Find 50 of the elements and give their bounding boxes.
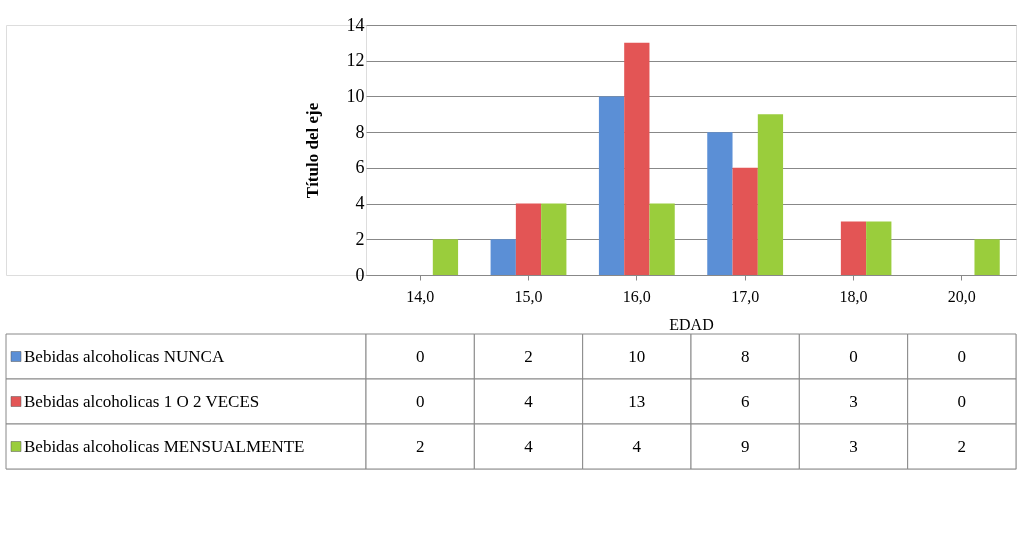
x-tick-label: 15,0 bbox=[514, 287, 543, 305]
data-label: 2 bbox=[957, 436, 967, 456]
y-tick-label: 10 bbox=[346, 85, 365, 106]
x-tick-label: 20,0 bbox=[947, 287, 976, 305]
bar bbox=[866, 221, 892, 275]
data-label: 0 bbox=[415, 346, 425, 366]
y-tick-label: 8 bbox=[355, 121, 365, 142]
legend-label: Bebidas alcoholicas MENSUALMENTE bbox=[24, 436, 305, 456]
bar bbox=[515, 203, 542, 275]
bar bbox=[598, 96, 625, 275]
legend-label: Bebidas alcoholicas NUNCA bbox=[24, 346, 225, 366]
data-label: 3 bbox=[849, 391, 858, 411]
x-tick-label: 17,0 bbox=[731, 287, 760, 305]
data-label: 0 bbox=[849, 346, 858, 366]
y-tick-label: 6 bbox=[355, 157, 365, 178]
x-tick-label: 18,0 bbox=[839, 287, 868, 305]
data-label: 2 bbox=[524, 346, 533, 366]
data-label: 10 bbox=[628, 346, 646, 366]
data-label: 2 bbox=[415, 436, 425, 456]
data-label: 0 bbox=[957, 391, 967, 411]
y-axis-title: Título del eje bbox=[302, 102, 322, 199]
bar bbox=[974, 239, 1000, 275]
data-label: 0 bbox=[957, 346, 967, 366]
data-label: 9 bbox=[740, 436, 750, 456]
x-tick-label: 16,0 bbox=[622, 287, 651, 305]
bar bbox=[432, 239, 459, 275]
data-label: 0 bbox=[415, 391, 425, 411]
x-axis-title: EDAD bbox=[669, 315, 714, 333]
data-label: 6 bbox=[740, 391, 750, 411]
y-tick-label: 14 bbox=[346, 14, 365, 35]
legend-label: Bebidas alcoholicas 1 O 2 VECES bbox=[24, 391, 260, 411]
data-label: 3 bbox=[849, 436, 858, 456]
y-tick-label: 12 bbox=[346, 50, 365, 71]
bar bbox=[707, 132, 733, 275]
data-label: 13 bbox=[628, 391, 646, 411]
bar bbox=[840, 221, 867, 275]
data-label: 4 bbox=[632, 436, 642, 456]
bar bbox=[624, 42, 650, 275]
y-tick-label: 2 bbox=[355, 228, 365, 249]
data-label: 4 bbox=[524, 436, 534, 456]
bar bbox=[732, 167, 758, 275]
bar bbox=[757, 114, 784, 275]
bar bbox=[490, 239, 516, 275]
bar bbox=[649, 203, 675, 275]
y-tick-label: 0 bbox=[355, 264, 365, 285]
y-tick-label: 4 bbox=[355, 193, 365, 214]
data-label: 4 bbox=[524, 391, 534, 411]
x-tick-label: 14,0 bbox=[406, 287, 435, 305]
data-label: 8 bbox=[740, 346, 750, 366]
bar bbox=[541, 203, 567, 275]
